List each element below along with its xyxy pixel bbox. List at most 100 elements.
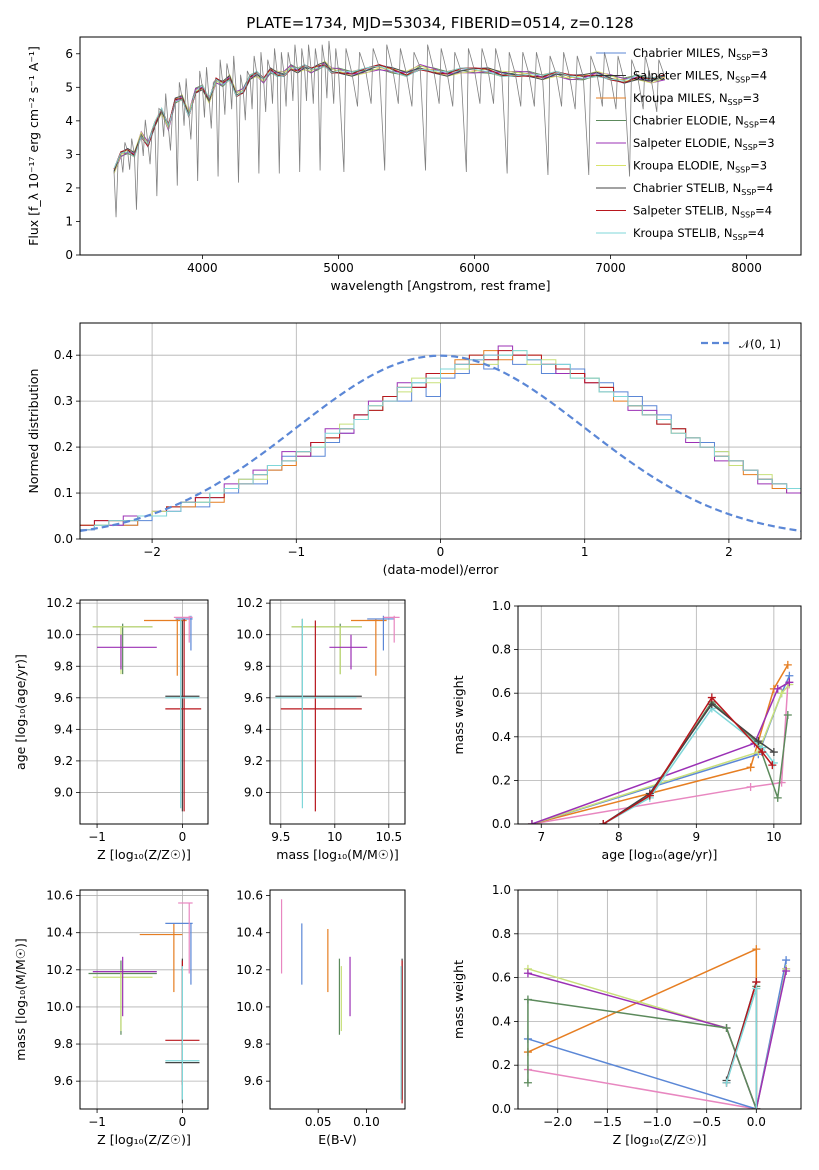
mass-weight-line [531, 664, 789, 824]
y-tick-label: 0.1 [54, 486, 73, 500]
y-tick-label: 0.8 [492, 643, 511, 657]
x-tick-label: 9.5 [271, 830, 290, 844]
legend-entry: Salpeter STELIB, NSSP=4 [633, 204, 772, 220]
legend-sub: SSP [728, 98, 743, 107]
x-axis-label: age [log₁₀(age/yr)] [602, 847, 718, 862]
x-tick-label: 5000 [323, 261, 354, 275]
panel-spectrum: 4000 5000 6000 7000 8000 0 1 2 3 4 5 6 wavelength [A… [26, 36, 802, 293]
mass-weight-line [531, 683, 790, 824]
errorbar-point [275, 618, 362, 793]
legend-label: Salpeter MILES, N [633, 69, 735, 83]
y-tick-label: 9.6 [244, 691, 263, 705]
y-tick-label: 1.0 [492, 599, 511, 613]
mass-weight-marker [722, 1078, 731, 1087]
y-axis-label: age [log₁₀(age/yr)] [13, 654, 28, 770]
x-tick-label: 0 [179, 1115, 187, 1129]
y-tick-label: 9.4 [244, 722, 263, 736]
y-tick-label: 1 [65, 214, 73, 228]
axes-frame [79, 36, 802, 256]
y-tick-label: 0.3 [54, 394, 73, 408]
plot-area [113, 40, 666, 218]
legend-label: Kroupa ELODIE, N [633, 159, 735, 173]
axes-frame [79, 322, 802, 540]
errorbar-point [139, 923, 183, 993]
errorbar-point [165, 922, 193, 985]
y-tick-label: 10.0 [46, 1000, 73, 1014]
x-tick-label: −1 [287, 545, 305, 559]
y-tick-label: 10.0 [236, 628, 263, 642]
legend-label: Chabrier MILES, N [633, 46, 736, 60]
y-tick-label: 10.4 [236, 926, 263, 940]
y-tick-label: 10.4 [46, 926, 73, 940]
mass-weight-marker [783, 660, 792, 669]
y-tick-label: 0.0 [492, 817, 511, 831]
legend-entry: Chabrier STELIB, NSSP=4 [633, 181, 773, 197]
mass-weight-marker [752, 984, 761, 993]
legend-n: =4 [755, 204, 772, 218]
errorbar-point [165, 966, 200, 1100]
axes-frame [517, 889, 802, 1110]
errorbar-point [165, 618, 200, 809]
mass-weight-line [527, 947, 758, 1109]
y-tick-label: 0.4 [492, 730, 511, 744]
legend-sub: SSP [736, 53, 751, 62]
mass-weight-marker [782, 956, 791, 965]
panel-residuals: −2 −1 0 1 2 0.0 0.1 0.2 0.3 0.4 (data-model)/error… [26, 322, 802, 577]
errorbar-point [97, 634, 157, 670]
axes-frame [79, 599, 209, 825]
y-axis-label: mass weight [451, 675, 466, 754]
y-axis-label: mass weight [451, 960, 466, 1039]
legend-entry: Kroupa MILES, NSSP=3 [633, 91, 759, 107]
mass-weight-marker [773, 793, 782, 802]
mass-weight-line [531, 681, 790, 824]
y-tick-label: 9.6 [244, 1074, 263, 1088]
x-tick-label: 9 [693, 830, 701, 844]
errorbar-point [280, 620, 362, 812]
panel-massweight-Z: −2.0 −1.5 −1.0 −0.5 0.0 0.0 0.2 0.4 0.6 0.8 1.0 Z [… [451, 883, 802, 1147]
plot-area [523, 945, 791, 1109]
x-tick-label: 4000 [187, 261, 218, 275]
y-tick-label: 9.0 [244, 785, 263, 799]
grid [518, 889, 801, 1110]
legend-label: Kroupa MILES, N [633, 91, 728, 105]
axes-frame [79, 889, 209, 1110]
x-tick-label: −1 [88, 1115, 106, 1129]
legend-entry: Chabrier MILES, NSSP=3 [633, 46, 768, 62]
figure-title: PLATE=1734, MJD=53034, FIBERID=0514, z=0… [246, 14, 633, 32]
y-tick-label: 10.2 [46, 596, 73, 610]
x-tick-label: 7000 [595, 261, 626, 275]
x-tick-label: 10 [766, 830, 781, 844]
mass-weight-line [725, 988, 758, 1109]
errorbar-point [144, 618, 187, 676]
mass-weight-marker [746, 782, 755, 791]
y-tick-label: 0 [65, 248, 73, 262]
ticks: 0.05 0.10 9.6 9.8 10.0 10.2 10.4 10.6 [236, 889, 380, 1129]
mass-weight-marker [754, 737, 763, 746]
legend-label: Chabrier ELODIE, N [633, 114, 744, 128]
legend-n: =3 [758, 136, 775, 150]
y-tick-label: 10.2 [236, 963, 263, 977]
y-tick-label: 9.8 [54, 659, 73, 673]
legend-label: Chabrier STELIB, N [633, 181, 741, 195]
legend-n: =4 [748, 226, 765, 240]
x-tick-label: 7 [537, 830, 545, 844]
mass-weight-marker [752, 945, 761, 954]
y-tick-label: 0.2 [492, 1058, 511, 1072]
x-axis-label: wavelength [Angstrom, rest frame] [330, 278, 550, 293]
x-tick-label: −0.5 [692, 1115, 721, 1129]
x-tick-label: 1 [581, 545, 589, 559]
y-tick-label: 4 [65, 114, 73, 128]
legend-entry: Salpeter ELODIE, NSSP=3 [633, 136, 775, 152]
legend-entry: Salpeter MILES, NSSP=4 [633, 69, 767, 85]
mass-weight-marker [768, 761, 777, 770]
legend-label: Kroupa STELIB, N [633, 226, 733, 240]
errorbar-point [351, 618, 387, 676]
y-tick-label: 0.8 [492, 927, 511, 941]
plot-area [88, 902, 200, 1104]
ticks: −1 0 9.6 9.8 10.0 10.2 10.4 10.6 [46, 889, 186, 1129]
legend-sub: SSP [741, 188, 756, 197]
y-tick-label: 9.8 [244, 1037, 263, 1051]
y-tick-label: 0.6 [492, 686, 511, 700]
